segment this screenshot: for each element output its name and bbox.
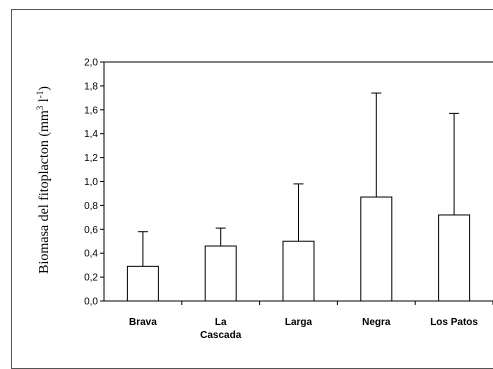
y-tick-label: 0,6 [84, 225, 98, 236]
y-tick-label: 2,0 [84, 58, 98, 69]
x-tick-label: Brava [129, 317, 157, 328]
y-ticks: 0,0 0,2 0,4 0,6 0,8 1,0 1,2 1,4 1,6 1,8 2,0 [84, 58, 104, 308]
x-tick-label: Los Patos [430, 317, 478, 328]
y-tick-label: 1,4 [84, 129, 98, 140]
y-tick-label: 1,6 [84, 105, 98, 116]
y-axis-label-group: Biomasa del fitoplacton (mm3 l-1) [35, 86, 52, 274]
bar-chart: Biomasa del fitoplacton (mm3 l-1) 0,0 0,2… [35, 58, 493, 341]
y-tick-label: 0,0 [84, 297, 98, 308]
y-axis-label: Biomasa del fitoplacton (mm3 l-1) [35, 86, 52, 274]
bar [360, 196, 393, 302]
x-tick-label: Negra [362, 317, 391, 328]
y-tick-label: 1,2 [84, 153, 98, 164]
bar [126, 265, 159, 302]
bar [438, 214, 471, 302]
x-tick-labels: Brava La Cascada Larga Negra Los Patos [129, 317, 478, 341]
bar [204, 245, 237, 302]
y-tick-label: 0,4 [84, 249, 98, 260]
y-tick-label: 0,8 [84, 201, 98, 212]
chart-frame [11, 9, 493, 369]
x-tick-label: Cascada [200, 330, 242, 341]
y-tick-label: 0,2 [84, 273, 98, 284]
x-tick-label: Larga [285, 317, 313, 328]
y-tick-label: 1,8 [84, 81, 98, 92]
y-tick-label: 1,0 [84, 177, 98, 188]
bars [126, 92, 493, 305]
bar [282, 240, 315, 302]
x-tick-label: La [215, 317, 227, 328]
